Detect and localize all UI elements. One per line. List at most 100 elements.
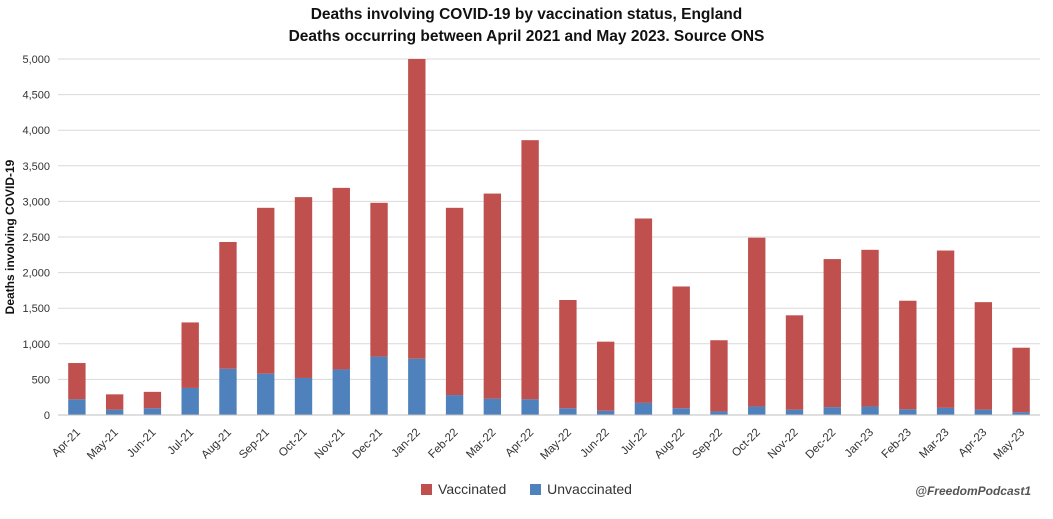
bar-vaccinated-May-23: [1012, 347, 1030, 413]
bar-vaccinated-Dec-22: [823, 259, 841, 408]
x-tick-label: Aug-22: [653, 427, 688, 462]
x-tick-label: Mar-22: [464, 427, 498, 461]
bar-unvaccinated-May-22: [559, 408, 577, 415]
bar-unvaccinated-Jun-21: [143, 408, 162, 415]
x-tick-label: May-22: [538, 427, 574, 463]
bar-unvaccinated-Jun-22: [596, 410, 615, 415]
bar-vaccinated-Jul-22: [634, 218, 653, 403]
bar-unvaccinated-Sep-21: [257, 373, 275, 415]
bar-vaccinated-Feb-23: [899, 300, 917, 410]
y-tick-label: 5,000: [22, 54, 50, 66]
bar-unvaccinated-Feb-22: [445, 395, 464, 415]
bar-vaccinated-Aug-21: [219, 241, 237, 369]
legend: Vaccinated Unvaccinated: [0, 481, 1053, 498]
legend-swatch-unvaccinated: [530, 483, 542, 495]
bar-unvaccinated-Mar-22: [483, 398, 502, 415]
bar-unvaccinated-May-21: [105, 409, 124, 415]
x-tick-label: Feb-22: [426, 427, 460, 461]
bar-unvaccinated-Apr-22: [521, 399, 539, 415]
y-axis-ticks: 0 500 1,000 1,500 2,000 2,500 3,000 3,500 4,000 4…: [22, 54, 50, 422]
bar-unvaccinated-Feb-23: [899, 409, 917, 415]
bar-vaccinated-Jun-22: [596, 341, 615, 411]
bar-vaccinated-Apr-22: [521, 140, 539, 400]
bar-unvaccinated-Oct-22: [748, 406, 766, 415]
x-tick-label: Apr-22: [503, 427, 536, 460]
bar-vaccinated-Dec-21: [370, 202, 388, 357]
grid-lines: [58, 58, 1040, 380]
legend-item-unvaccinated: Unvaccinated: [530, 481, 632, 497]
bar-vaccinated-Feb-22: [445, 207, 464, 396]
bar-vaccinated-Sep-21: [257, 207, 275, 374]
x-tick-label: Dec-21: [350, 427, 385, 462]
bar-unvaccinated-Sep-22: [710, 411, 728, 415]
bar-vaccinated-Jan-22: [408, 59, 426, 359]
bar-vaccinated-Jun-21: [143, 391, 162, 409]
bar-unvaccinated-Oct-21: [294, 377, 313, 415]
legend-label-unvaccinated: Unvaccinated: [547, 481, 632, 497]
x-tick-label: Dec-22: [804, 427, 839, 462]
y-tick-label: 2,500: [22, 232, 50, 244]
bar-unvaccinated-Apr-23: [974, 409, 993, 415]
bar-vaccinated-Oct-22: [748, 237, 766, 407]
bars: [68, 59, 1030, 415]
y-tick-label: 2,000: [22, 268, 50, 280]
x-tick-label: Apr-21: [50, 427, 83, 460]
x-tick-label: Nov-22: [766, 427, 801, 462]
bar-unvaccinated-Jan-22: [408, 358, 426, 415]
x-tick-label: Feb-23: [880, 427, 914, 461]
bar-unvaccinated-Jan-23: [861, 406, 879, 415]
bar-vaccinated-Oct-21: [294, 197, 313, 378]
x-tick-label: Oct-22: [730, 427, 763, 460]
x-tick-label: Jun-22: [578, 427, 611, 460]
x-tick-label: Jan-22: [390, 427, 423, 460]
bar-unvaccinated-May-23: [1012, 412, 1030, 415]
x-tick-label: Nov-21: [313, 427, 348, 462]
bar-unvaccinated-Mar-23: [936, 407, 955, 415]
chart-title-line1: Deaths involving COVID-19 by vaccination…: [310, 6, 743, 23]
bar-vaccinated-Jul-21: [181, 322, 199, 388]
credit-watermark: @FreedomPodcast1: [915, 484, 1031, 498]
bar-vaccinated-Sep-22: [710, 340, 728, 412]
bar-vaccinated-Mar-22: [483, 193, 502, 399]
bar-unvaccinated-Jul-22: [634, 402, 653, 415]
bar-unvaccinated-Aug-21: [219, 368, 237, 415]
x-tick-label: Oct-21: [277, 427, 310, 460]
y-tick-label: 1,000: [22, 339, 50, 351]
bar-vaccinated-Aug-22: [672, 286, 690, 409]
x-tick-label: May-23: [992, 427, 1028, 463]
bar-vaccinated-Apr-21: [68, 363, 86, 400]
y-tick-label: 4,500: [22, 90, 50, 102]
bar-unvaccinated-Dec-22: [823, 407, 841, 415]
bar-unvaccinated-Nov-21: [332, 369, 350, 415]
bar-vaccinated-Apr-23: [974, 302, 993, 410]
x-tick-label: Jul-22: [619, 427, 650, 458]
x-tick-label: Jan-23: [843, 427, 876, 460]
legend-swatch-vaccinated: [421, 483, 433, 495]
bar-vaccinated-Mar-23: [936, 250, 955, 408]
x-tick-label: Apr-23: [957, 427, 990, 460]
x-tick-label: Mar-23: [917, 427, 951, 461]
y-tick-label: 3,500: [22, 161, 50, 173]
bar-vaccinated-May-22: [559, 300, 577, 409]
bar-vaccinated-Nov-21: [332, 187, 350, 370]
y-tick-label: 1,500: [22, 303, 50, 315]
y-tick-label: 3,000: [22, 196, 50, 208]
chart-title-line2: Deaths occurring between April 2021 and …: [288, 28, 765, 45]
bar-vaccinated-Nov-22: [785, 315, 804, 410]
y-tick-label: 4,000: [22, 125, 50, 137]
legend-item-vaccinated: Vaccinated: [421, 481, 506, 497]
x-tick-label: Aug-21: [199, 427, 234, 462]
bar-unvaccinated-Apr-21: [68, 399, 86, 415]
bar-unvaccinated-Aug-22: [672, 408, 690, 415]
y-tick-label: 500: [32, 374, 50, 386]
x-tick-label: Sep-22: [690, 427, 725, 462]
x-tick-label: Jul-21: [166, 427, 197, 458]
bar-unvaccinated-Nov-22: [785, 409, 804, 415]
bar-vaccinated-Jan-23: [861, 249, 879, 407]
legend-label-vaccinated: Vaccinated: [438, 481, 507, 497]
chart-title: Deaths involving COVID-19 by vaccination…: [0, 4, 1053, 48]
bar-unvaccinated-Dec-21: [370, 356, 388, 415]
x-axis-ticks: Apr-21 May-21 Jun-21 Jul-21 Aug-21 Sep-21 Oct-…: [50, 427, 1027, 463]
x-tick-label: May-21: [85, 427, 121, 463]
